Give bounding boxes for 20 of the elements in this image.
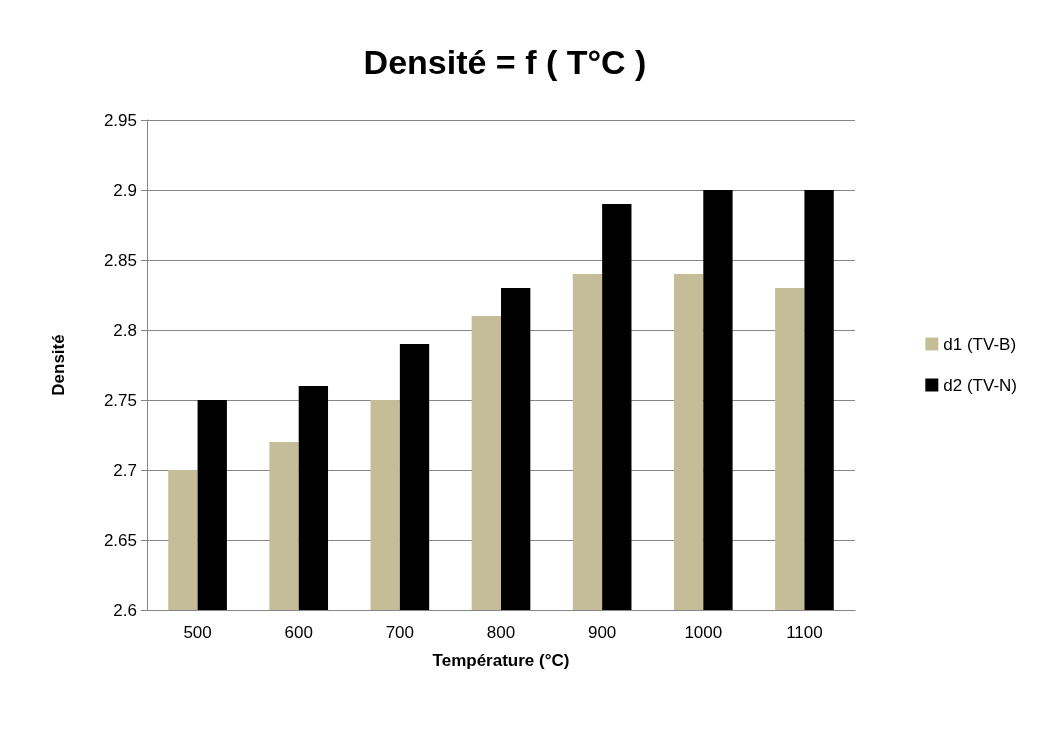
y-tick-label: 2.95 xyxy=(103,110,137,130)
y-tick-label: 2.75 xyxy=(103,390,137,410)
y-tick-label: 2.65 xyxy=(103,530,137,550)
legend-label: d1 (TV-B) xyxy=(943,334,1017,354)
y-tick-label: 2.85 xyxy=(103,250,137,270)
y-axis-title: Densité xyxy=(49,334,68,396)
x-tick-label: 600 xyxy=(284,623,313,642)
x-tick-label: 500 xyxy=(183,623,212,642)
y-tick-label: 2.9 xyxy=(113,180,137,200)
x-tick-label: 1000 xyxy=(684,623,723,642)
chart-title: Densité = f ( T°C ) xyxy=(363,43,647,81)
y-tick-label: 2.7 xyxy=(113,460,137,480)
y-tick-label: 2.8 xyxy=(113,320,137,340)
x-tick-label: 800 xyxy=(486,623,516,642)
y-tick-label: 2.6 xyxy=(113,600,137,620)
x-tick-label: 700 xyxy=(385,623,415,642)
legend-label: d2 (TV-N) xyxy=(943,375,1018,395)
x-axis-title: Température (°C) xyxy=(432,651,570,670)
x-tick-label: 900 xyxy=(587,623,617,642)
x-tick-label: 1100 xyxy=(786,623,823,642)
